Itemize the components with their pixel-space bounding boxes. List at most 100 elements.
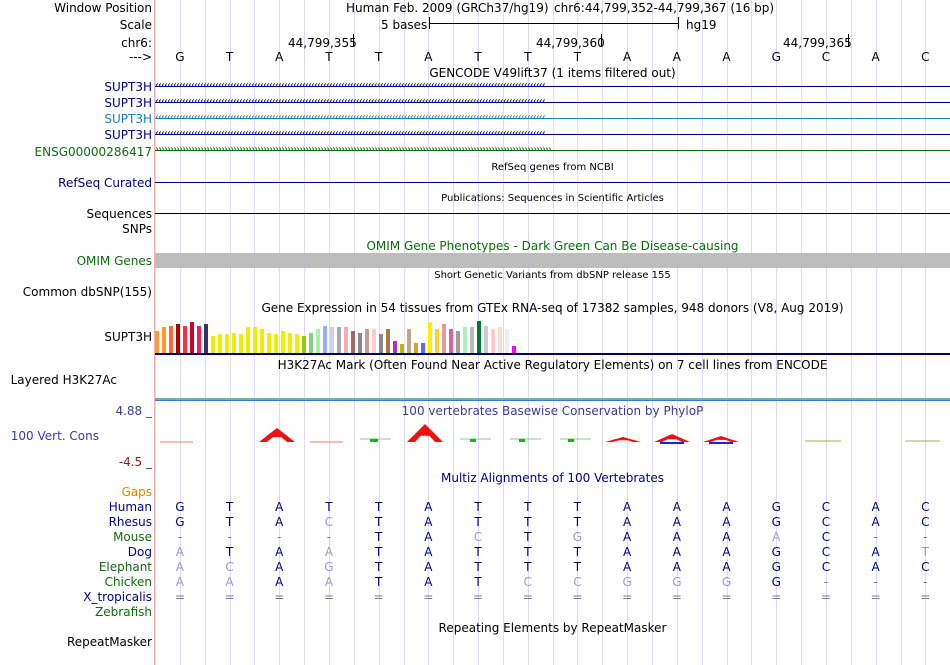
gtex-tissue-bar[interactable] [316, 329, 320, 353]
gtex-tissue-bar[interactable] [442, 324, 446, 353]
conservation-label[interactable]: 100 Vert. Cons [10, 429, 99, 443]
gtex-tissue-bar[interactable] [232, 333, 236, 353]
gtex-tissue-bar[interactable] [274, 334, 278, 353]
gtex-tissue-bar[interactable] [421, 343, 425, 353]
aligned-base: = [721, 590, 732, 604]
gtex-tissue-bar[interactable] [351, 331, 355, 353]
h3k27ac-label[interactable]: Layered H3K27Ac [10, 373, 117, 387]
gtex-tissue-bar[interactable] [183, 326, 187, 353]
gtex-tissue-bar[interactable] [260, 329, 264, 353]
gtex-tissue-bar[interactable] [372, 329, 376, 353]
aligned-base: G [175, 515, 185, 529]
gtex-tissue-bar[interactable] [162, 327, 166, 353]
gtex-tissue-bar[interactable] [393, 341, 397, 353]
gtex-gene-label[interactable]: SUPT3H [104, 330, 152, 344]
gtex-tissue-bar[interactable] [169, 326, 173, 353]
gtex-tissue-bar[interactable] [281, 331, 285, 353]
omim-genes-label[interactable]: OMIM Genes [76, 254, 152, 268]
base: G [175, 50, 185, 64]
gtex-tissue-bar[interactable] [344, 327, 348, 353]
gtex-tissue-bar[interactable] [218, 334, 222, 353]
gene-label-supt3h-1[interactable]: SUPT3H [104, 80, 152, 94]
species-chicken: Chicken [104, 575, 152, 589]
gtex-tissue-bar[interactable] [176, 324, 180, 353]
aligned-base: T [573, 560, 582, 574]
gtex-tissue-bar[interactable] [379, 334, 383, 353]
gtex-tissue-bar[interactable] [435, 329, 439, 353]
refseq-curated-label[interactable]: RefSeq Curated [58, 176, 152, 190]
track-image[interactable]: Human Feb. 2009 (GRCh37/hg19) chr6:44,79… [155, 0, 950, 665]
gtex-bar-chart[interactable] [155, 318, 555, 353]
dbsnp-track-title[interactable]: Short Genetic Variants from dbSNP releas… [434, 270, 671, 281]
strand-toggle[interactable]: ---> [128, 50, 152, 64]
gtex-tissue-bar[interactable] [337, 327, 341, 353]
gtex-tissue-bar[interactable] [267, 333, 271, 353]
gtex-tissue-bar[interactable] [323, 326, 327, 353]
gtex-tissue-bar[interactable] [428, 322, 432, 353]
refseq-gene-line[interactable] [155, 182, 950, 183]
gtex-tissue-bar[interactable] [400, 344, 404, 353]
gene-label-ensg[interactable]: ENSG00000286417 [34, 145, 152, 159]
sequences-label[interactable]: Sequences [86, 207, 152, 221]
aligned-base: G [672, 575, 682, 589]
gtex-track-title[interactable]: Gene Expression in 54 tissues from GTEx … [261, 301, 844, 315]
phylop-conservation-plot[interactable] [155, 418, 950, 450]
gtex-tissue-bar[interactable] [463, 327, 467, 353]
gtex-tissue-bar[interactable] [295, 334, 299, 353]
gtex-tissue-bar[interactable] [498, 327, 502, 353]
gtex-tissue-bar[interactable] [309, 333, 313, 353]
gene-label-supt3h-2[interactable]: SUPT3H [104, 96, 152, 110]
gene-label-supt3h-3[interactable]: SUPT3H [104, 112, 152, 126]
gtex-tissue-bar[interactable] [330, 327, 334, 353]
gene-ensg[interactable]: ››››››››››››››››››››››››››››››››››››››››… [155, 145, 950, 157]
gtex-tissue-bar[interactable] [484, 326, 488, 353]
gene-supt3h-1[interactable]: ‹‹‹‹‹‹‹‹‹‹‹‹‹‹‹‹‹‹‹‹‹‹‹‹‹‹‹‹‹‹‹‹‹‹‹‹‹‹‹‹… [155, 81, 950, 93]
omim-track-title[interactable]: OMIM Gene Phenotypes - Dark Green Can Be… [366, 239, 739, 253]
gtex-tissue-bar[interactable] [155, 331, 159, 353]
gtex-tissue-bar[interactable] [414, 343, 418, 353]
publications-track-title[interactable]: Publications: Sequences in Scientific Ar… [441, 193, 664, 204]
gtex-tissue-bar[interactable] [365, 329, 369, 353]
gene-supt3h-4[interactable]: ‹‹‹‹‹‹‹‹‹‹‹‹‹‹‹‹‹‹‹‹‹‹‹‹‹‹‹‹‹‹‹‹‹‹‹‹‹‹‹‹… [155, 129, 950, 141]
gene-supt3h-2[interactable]: ‹‹‹‹‹‹‹‹‹‹‹‹‹‹‹‹‹‹‹‹‹‹‹‹‹‹‹‹‹‹‹‹‹‹‹‹‹‹‹‹… [155, 97, 950, 109]
gtex-tissue-bar[interactable] [470, 327, 474, 353]
gtex-tissue-bar[interactable] [211, 336, 215, 353]
phylop-base-letter [259, 428, 295, 442]
omim-gene-block[interactable] [155, 253, 950, 268]
gtex-tissue-bar[interactable] [386, 329, 390, 353]
gtex-tissue-bar[interactable] [512, 346, 516, 353]
gtex-tissue-bar[interactable] [449, 329, 453, 353]
gtex-tissue-bar[interactable] [302, 336, 306, 353]
gtex-tissue-bar[interactable] [239, 334, 243, 353]
gtex-tissue-bar[interactable] [505, 329, 509, 353]
aligned-base: = [224, 590, 235, 604]
multiz-track-title[interactable]: Multiz Alignments of 100 Vertebrates [440, 471, 665, 485]
publications-line[interactable] [155, 213, 950, 214]
gtex-tissue-bar[interactable] [225, 334, 229, 353]
gtex-tissue-bar[interactable] [288, 333, 292, 353]
gtex-tissue-bar[interactable] [253, 327, 257, 353]
repeatmasker-track-title[interactable]: Repeating Elements by RepeatMasker [438, 621, 667, 635]
gene-label-supt3h-4[interactable]: SUPT3H [104, 128, 152, 142]
aligned-base: = [572, 590, 583, 604]
aligned-base: T [573, 545, 582, 559]
phylop-track-title[interactable]: 100 vertebrates Basewise Conservation by… [401, 404, 704, 418]
gtex-tissue-bar[interactable] [407, 329, 411, 353]
repeatmasker-label[interactable]: RepeatMasker [66, 635, 152, 649]
position-text: chr6:44,799,352-44,799,367 (16 bp) [554, 1, 775, 15]
gtex-tissue-bar[interactable] [204, 324, 208, 353]
gencode-track-title[interactable]: GENCODE V49lift37 (1 items filtered out) [429, 66, 676, 80]
dbsnp-label[interactable]: Common dbSNP(155) [22, 285, 152, 299]
gtex-tissue-bar[interactable] [456, 331, 460, 353]
gtex-tissue-bar[interactable] [246, 327, 250, 353]
refseq-track-title[interactable]: RefSeq genes from NCBI [491, 162, 614, 173]
gene-supt3h-3[interactable]: ‹‹‹‹‹‹‹‹‹‹‹‹‹‹‹‹‹‹‹‹‹‹‹‹‹‹‹‹‹‹‹‹‹‹‹‹‹‹‹‹… [155, 113, 950, 125]
snps-label[interactable]: SNPs [122, 222, 152, 236]
gtex-tissue-bar[interactable] [358, 333, 362, 353]
gtex-tissue-bar[interactable] [491, 329, 495, 353]
gtex-tissue-bar[interactable] [190, 322, 194, 353]
h3k27ac-track-title[interactable]: H3K27Ac Mark (Often Found Near Active Re… [277, 358, 828, 372]
gtex-tissue-bar[interactable] [197, 326, 201, 353]
gtex-tissue-bar[interactable] [477, 321, 481, 353]
